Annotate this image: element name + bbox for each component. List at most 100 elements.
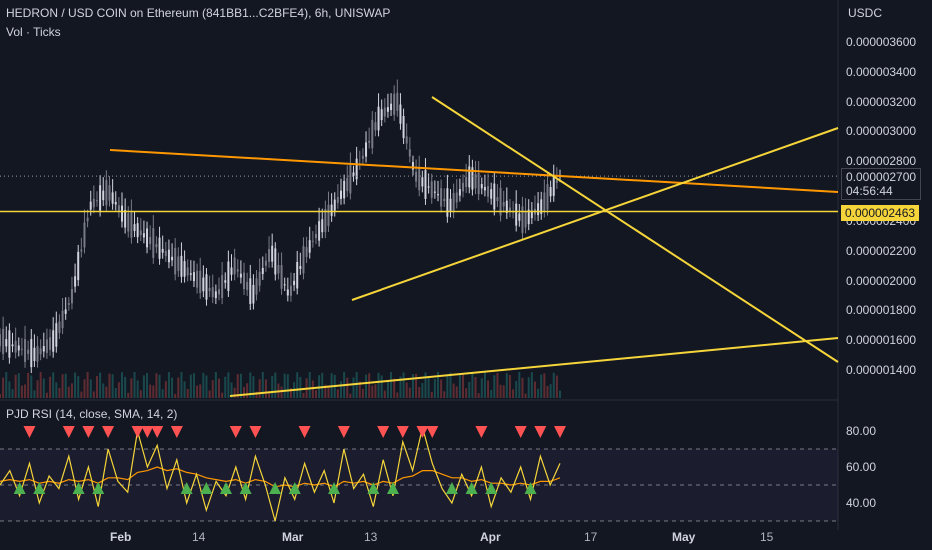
volume-bar [136, 380, 139, 398]
candle-body [230, 267, 233, 275]
chart-title: HEDRON / USD COIN on Ethereum (841BB1...… [6, 6, 391, 20]
volume-bar [130, 378, 133, 398]
volume-bar [530, 372, 533, 398]
candle-body [446, 188, 449, 217]
candle-body [462, 182, 465, 192]
volume-bar [174, 393, 177, 398]
price-tick-label: 0.000003600 [846, 35, 917, 49]
buy-marker [33, 482, 46, 494]
candle-body [496, 197, 499, 202]
volume-bar [518, 372, 521, 398]
volume-bar [543, 373, 546, 398]
candle-body [136, 223, 139, 238]
candle-body [149, 236, 152, 244]
volume-bar [393, 378, 396, 398]
candle-body [393, 93, 396, 115]
volume-bar [186, 388, 189, 398]
candle-body [17, 345, 20, 351]
volume-bar [546, 385, 549, 398]
volume-bar [177, 377, 180, 398]
volume-bar [102, 383, 105, 398]
price-tick-label: 0.000002200 [846, 243, 917, 258]
volume-bar [36, 380, 39, 398]
volume-bar [537, 388, 540, 398]
candle-body [327, 204, 330, 227]
buy-marker [219, 482, 232, 494]
candle-body [14, 340, 17, 353]
volume-bar [208, 390, 211, 398]
buy-marker [239, 482, 252, 494]
trendline-ascending [351, 127, 839, 301]
volume-bar [83, 379, 86, 398]
time-axis-label: Apr [480, 530, 501, 544]
volume-bar [99, 372, 102, 398]
rsi-tick-label: 80.00 [846, 424, 877, 438]
candle-body [555, 179, 558, 183]
hline-price-badge: 0.000002463 [841, 205, 920, 221]
volume-bar [358, 381, 361, 398]
volume-bar [559, 390, 561, 398]
candle-body [142, 233, 145, 238]
candle-body [161, 248, 164, 253]
candle-body [408, 149, 411, 157]
candle-body [314, 233, 317, 239]
volume-bar [258, 379, 261, 398]
volume-bar [67, 386, 70, 398]
sell-marker [514, 426, 527, 438]
volume-bar [268, 391, 271, 398]
volume-bar [133, 372, 136, 398]
sell-marker [337, 426, 350, 438]
volume-bar [189, 374, 192, 398]
volume-bar [493, 375, 496, 398]
price-tick-label: 0.000001800 [846, 303, 917, 318]
volume-bar [155, 373, 158, 398]
volume-bar [86, 372, 89, 398]
volume-bar [158, 374, 161, 398]
candle-body [436, 194, 439, 196]
candle-body [111, 192, 114, 204]
candle-body [39, 348, 42, 355]
candle-body [2, 328, 5, 355]
candle-body [430, 181, 433, 198]
price-tick-label: 0.000003200 [846, 94, 917, 109]
candle-body [67, 303, 70, 305]
volume-bar [42, 378, 45, 398]
candle-body [336, 196, 339, 203]
candle-body [30, 339, 33, 368]
candle-body [102, 190, 105, 201]
volume-bar [264, 379, 267, 398]
candle-body [333, 199, 336, 211]
volume-bar [480, 378, 483, 398]
sell-marker [298, 426, 311, 438]
volume-bar [380, 375, 383, 398]
candle-body [208, 287, 211, 292]
volume-bar [299, 376, 302, 398]
buy-marker [465, 482, 478, 494]
candle-body [217, 289, 220, 295]
sell-marker [534, 426, 547, 438]
candle-body [524, 211, 527, 228]
time-axis-label: Mar [282, 530, 304, 544]
price-tick-label: 0.000003000 [846, 124, 917, 139]
volume-bar [8, 381, 11, 398]
sell-marker [229, 426, 242, 438]
volume-bar [436, 372, 439, 398]
volume-bar [455, 386, 458, 398]
candle-body [205, 274, 208, 300]
volume-bar [217, 378, 220, 398]
candle-body [146, 228, 149, 248]
volume-bar [302, 392, 305, 398]
sell-marker [475, 426, 488, 438]
trendline-descending [431, 96, 839, 363]
volume-bar [408, 387, 411, 398]
volume-bar [236, 374, 239, 398]
candle-body [255, 278, 258, 295]
volume-bar [89, 379, 92, 398]
volume-bar [430, 391, 433, 398]
candle-body [233, 257, 236, 275]
candle-body [20, 348, 23, 350]
candle-body [268, 249, 271, 262]
candle-body [452, 193, 455, 213]
buy-marker [269, 482, 282, 494]
